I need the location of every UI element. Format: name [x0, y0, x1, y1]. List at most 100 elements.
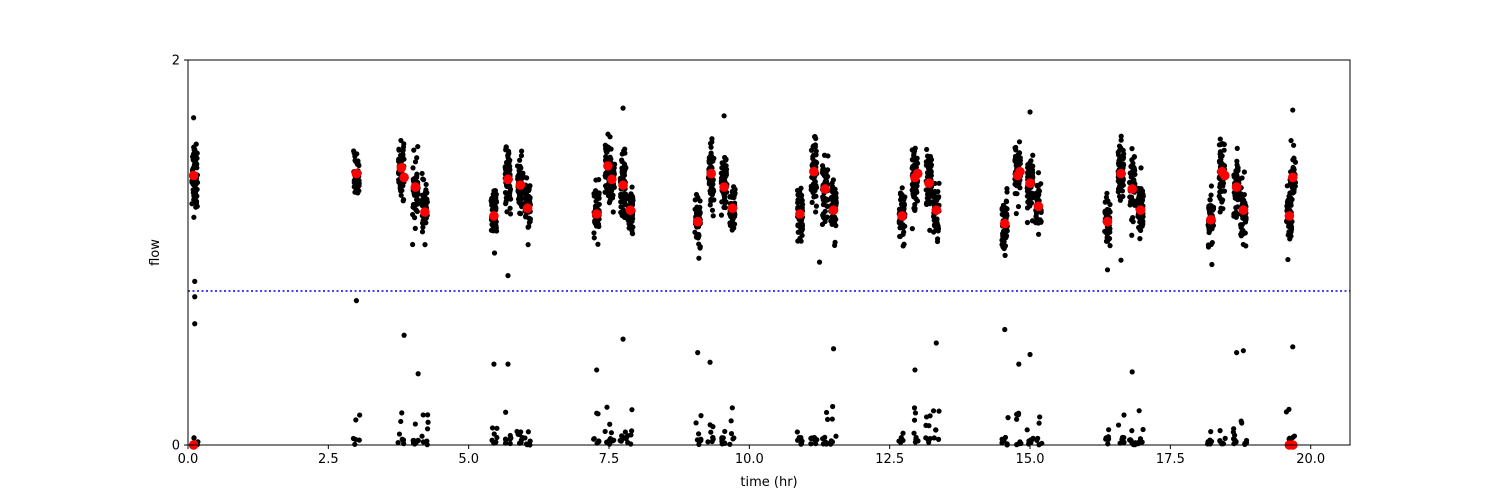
highlight-marker [618, 180, 628, 190]
data-point [830, 403, 836, 410]
data-point [1234, 191, 1240, 198]
data-point [518, 429, 524, 435]
data-point [911, 405, 918, 411]
data-point [191, 214, 197, 220]
data-point [1208, 203, 1214, 209]
data-point [732, 186, 738, 192]
data-point [900, 430, 906, 436]
data-point [357, 412, 363, 418]
data-point [695, 194, 701, 201]
data-point [1287, 224, 1293, 230]
data-point [629, 193, 635, 199]
x-tick-label: 15.0 [1016, 452, 1045, 467]
data-point [625, 217, 631, 223]
data-point [1218, 205, 1224, 211]
data-point [525, 429, 531, 435]
highlight-marker [1116, 168, 1126, 179]
data-point [623, 165, 629, 171]
data-point [830, 199, 837, 205]
data-point [192, 148, 198, 154]
data-point [829, 185, 836, 191]
data-point [832, 216, 838, 222]
data-point [1235, 168, 1241, 174]
data-point [708, 196, 714, 203]
data-point [696, 255, 702, 261]
data-point [400, 152, 406, 158]
highlight-marker [999, 218, 1010, 229]
data-point [411, 147, 417, 153]
data-point [1104, 234, 1111, 240]
data-point [1286, 406, 1292, 412]
data-point [629, 184, 635, 190]
data-point [594, 367, 600, 373]
data-point [1234, 350, 1240, 356]
data-point [1115, 422, 1122, 428]
data-point [1106, 427, 1112, 433]
data-point [933, 427, 939, 433]
data-point [825, 416, 831, 423]
highlight-marker [591, 209, 602, 219]
highlight-marker [897, 211, 907, 221]
data-point [424, 426, 431, 432]
data-point [1002, 229, 1008, 235]
data-point [710, 157, 716, 164]
data-point [1241, 169, 1247, 175]
data-point [1290, 344, 1296, 350]
data-point [1242, 200, 1248, 206]
data-point [193, 154, 199, 160]
data-point [189, 201, 195, 207]
data-point [608, 156, 614, 162]
data-point [420, 439, 426, 445]
highlight-marker [351, 168, 362, 179]
data-point [603, 183, 609, 189]
data-point [489, 425, 496, 431]
data-point [191, 115, 197, 121]
data-point [415, 371, 421, 377]
highlight-marker [1033, 201, 1044, 212]
data-point [621, 148, 627, 154]
data-point [798, 220, 804, 227]
data-point [813, 193, 819, 199]
data-point [620, 336, 626, 342]
data-point [1104, 267, 1111, 273]
data-point [911, 417, 918, 423]
data-point [707, 359, 713, 365]
data-point [1016, 361, 1022, 367]
data-point [623, 196, 629, 202]
data-point [505, 361, 511, 367]
plot-frame [187, 59, 1351, 446]
data-point [1102, 199, 1108, 205]
data-point [502, 440, 509, 446]
data-point [820, 436, 826, 442]
data-point [731, 225, 737, 231]
data-point [1026, 200, 1032, 207]
data-point [503, 409, 509, 415]
data-point [710, 213, 716, 219]
data-point [707, 202, 713, 208]
data-point [525, 242, 531, 248]
data-point [705, 439, 711, 445]
data-point [912, 145, 918, 151]
data-point [516, 190, 522, 196]
data-point [1217, 154, 1224, 160]
data-point [1290, 190, 1296, 196]
data-point [1104, 206, 1110, 213]
data-point [505, 162, 511, 169]
data-point [606, 189, 612, 195]
data-point [395, 439, 401, 446]
data-point [897, 233, 903, 240]
data-point [412, 225, 418, 231]
data-point [1107, 243, 1113, 249]
data-point [1132, 167, 1138, 174]
data-point [490, 200, 496, 207]
data-point [505, 151, 511, 158]
data-point [927, 227, 933, 233]
data-point [708, 144, 714, 150]
data-point [912, 439, 919, 445]
data-point [610, 209, 616, 215]
data-point [425, 419, 431, 425]
data-point [925, 191, 931, 197]
data-point [720, 177, 726, 183]
data-point [353, 417, 359, 423]
data-point [710, 436, 716, 442]
